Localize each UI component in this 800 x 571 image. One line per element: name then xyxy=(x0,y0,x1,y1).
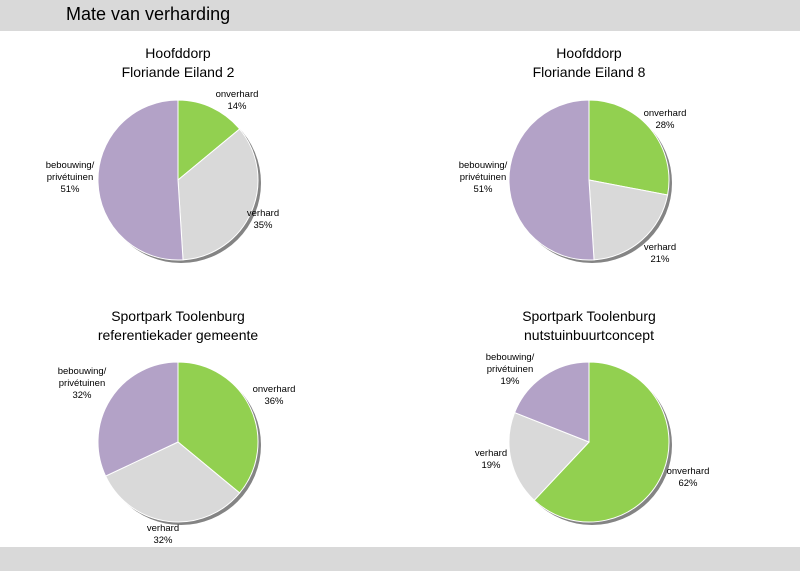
slice-name: bebouwing/ xyxy=(459,160,508,171)
slice-name: bebouwing/ xyxy=(58,366,107,377)
page-title: Mate van verharding xyxy=(66,4,231,24)
slice-percentage: 51% xyxy=(473,184,493,195)
chart-1-slice-bebouwing xyxy=(97,99,184,261)
slice-name: verhard xyxy=(147,523,179,534)
chart-2-title-line: Floriande Eiland 8 xyxy=(532,64,646,80)
slice-percentage: 62% xyxy=(678,478,698,489)
slice-name: bebouwing/ xyxy=(46,160,95,171)
slice-name: onverhard xyxy=(253,384,296,395)
slice-name: onverhard xyxy=(667,466,710,477)
chart-3-slice-bebouwing xyxy=(97,361,179,477)
slice-percentage: 21% xyxy=(650,254,670,265)
footer-band xyxy=(0,547,800,571)
chart-2-title: Hoofddorp Floriande Eiland 8 xyxy=(439,44,739,82)
chart-1-title-line: Floriande Eiland 2 xyxy=(121,64,235,80)
chart-1-title: Hoofddorp Floriande Eiland 2 xyxy=(28,44,328,82)
slice-name: privétuinen xyxy=(59,378,105,389)
chart-4-label-verhard: verhard 19% xyxy=(475,448,507,471)
slice-name: verhard xyxy=(644,242,676,253)
chart-1-label-onverhard: onverhard 14% xyxy=(216,89,259,112)
slice-name: verhard xyxy=(475,448,507,459)
chart-3-label-onverhard: onverhard 36% xyxy=(253,384,296,407)
chart-3-slice-verhard xyxy=(104,441,241,523)
slice-name: onverhard xyxy=(216,89,259,100)
slice-percentage: 14% xyxy=(227,101,247,112)
chart-4-label-onverhard: onverhard 62% xyxy=(667,466,710,489)
slice-percentage: 36% xyxy=(264,396,284,407)
slice-percentage: 28% xyxy=(655,120,675,131)
chart-4-title-line: nutstuinbuurtconcept xyxy=(524,327,654,343)
chart-1-label-verhard: verhard 35% xyxy=(247,208,279,231)
chart-4-slice-onverhard xyxy=(533,361,670,523)
chart-2-slice-onverhard xyxy=(588,99,670,196)
chart-4-slice-bebouwing xyxy=(513,361,590,443)
slice-percentage: 32% xyxy=(153,535,173,546)
chart-2-title-line: Hoofddorp xyxy=(556,45,622,61)
chart-1-slice-onverhard xyxy=(177,99,241,182)
chart-1-label-bebouwing: bebouwing/privétuinen 51% xyxy=(46,160,95,195)
header-band xyxy=(0,0,800,31)
chart-3-label-verhard: verhard 32% xyxy=(147,523,179,546)
chart-4-title: Sportpark Toolenburg nutstuinbuurtconcept xyxy=(439,307,739,345)
slice-name: privétuinen xyxy=(460,172,506,183)
chart-3-slice-onverhard xyxy=(177,361,259,494)
chart-3-title: Sportpark Toolenburg referentiekader geme… xyxy=(28,307,328,345)
chart-2-label-onverhard: onverhard 28% xyxy=(644,108,687,131)
chart-2-label-bebouwing: bebouwing/privétuinen 51% xyxy=(459,160,508,195)
chart-2-slice-bebouwing xyxy=(508,99,595,261)
chart-3-title-line: Sportpark Toolenburg xyxy=(111,308,245,324)
chart-1-slice-verhard xyxy=(177,128,259,261)
slice-name: privétuinen xyxy=(47,172,93,183)
slice-percentage: 35% xyxy=(253,220,273,231)
chart-3-label-bebouwing: bebouwing/privétuinen 32% xyxy=(58,366,107,401)
chart-4-label-bebouwing: bebouwing/privétuinen 19% xyxy=(486,352,535,387)
slice-name: privétuinen xyxy=(487,364,533,375)
chart-3-title-line: referentiekader gemeente xyxy=(97,327,259,343)
chart-2-slice-verhard xyxy=(588,179,669,261)
slice-percentage: 19% xyxy=(481,460,501,471)
slice-percentage: 32% xyxy=(72,390,92,401)
slice-percentage: 51% xyxy=(60,184,80,195)
slice-name: verhard xyxy=(247,208,279,219)
slice-percentage: 19% xyxy=(500,376,520,387)
chart-2-label-verhard: verhard 21% xyxy=(644,242,676,265)
chart-4-title-line: Sportpark Toolenburg xyxy=(522,308,656,324)
slice-name: bebouwing/ xyxy=(486,352,535,363)
slice-name: onverhard xyxy=(644,108,687,119)
chart-1-title-line: Hoofddorp xyxy=(145,45,211,61)
